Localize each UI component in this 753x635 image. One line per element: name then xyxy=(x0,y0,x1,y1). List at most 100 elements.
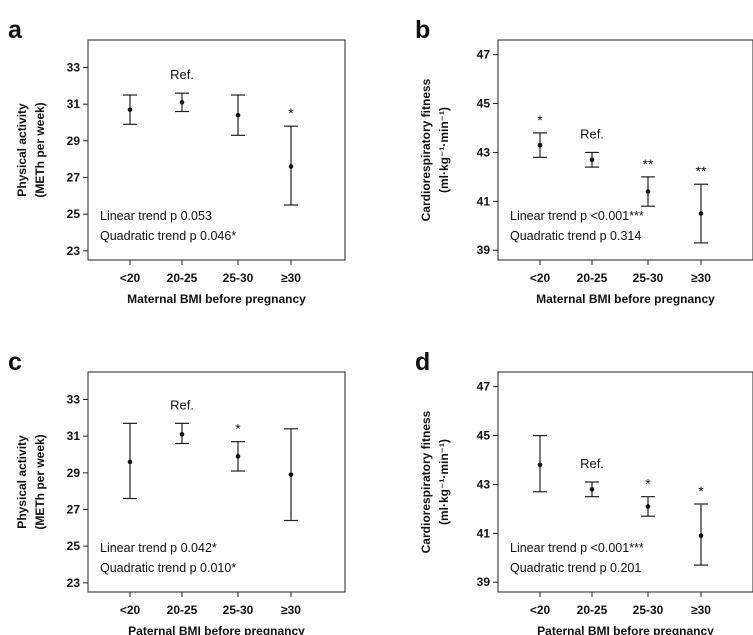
y-axis-title: (METh per week) xyxy=(33,102,47,197)
mean-point xyxy=(127,107,133,112)
error-bar-3 xyxy=(231,94,245,136)
significance-mark: * xyxy=(235,421,241,437)
panel-letter: a xyxy=(8,16,23,44)
mean-point xyxy=(235,112,241,118)
significance-mark: * xyxy=(288,105,294,121)
y-tick-label: 33 xyxy=(67,61,81,75)
panel-letter: c xyxy=(8,348,22,376)
linear-trend-note: Linear trend p <0.001*** xyxy=(510,541,644,555)
x-tick-label: 20-25 xyxy=(167,603,198,617)
error-bar-3 xyxy=(641,496,655,517)
x-tick-label: ≥30 xyxy=(281,271,301,285)
mean-point xyxy=(645,189,651,194)
significance-mark: * xyxy=(645,476,651,492)
panel-d: d 39 41 43 45 47 Cardiorespiratory fitness (ml·… xyxy=(415,348,753,635)
error-bar-1 xyxy=(123,422,137,500)
reference-label: Ref. xyxy=(580,126,604,141)
y-tick-label: 27 xyxy=(67,171,81,185)
error-bar-2 xyxy=(175,92,189,113)
mean-point xyxy=(288,472,294,477)
quadratic-trend-note: Quadratic trend p 0.010* xyxy=(100,561,236,575)
mean-point xyxy=(179,100,185,105)
mean-point xyxy=(179,432,185,437)
error-bar-4 xyxy=(284,125,298,206)
significance-mark: * xyxy=(698,483,704,499)
x-axis-title: Paternal BMI before pregnancy xyxy=(537,624,714,635)
x-tick-label: 20-25 xyxy=(577,271,608,285)
error-bar-3 xyxy=(641,176,655,207)
error-bar-2 xyxy=(585,151,599,168)
linear-trend-note: Linear trend p 0.042* xyxy=(100,541,217,555)
x-tick-label: <20 xyxy=(120,603,141,617)
error-bar-2 xyxy=(585,481,599,498)
error-bar-4 xyxy=(694,503,708,566)
y-tick-label: 31 xyxy=(67,429,81,443)
linear-trend-note: Linear trend p 0.053 xyxy=(100,209,212,223)
mean-point xyxy=(698,533,704,539)
y-tick-label: 29 xyxy=(67,466,81,480)
y-axis-title: (ml·kg⁻¹·min⁻¹) xyxy=(437,439,451,525)
panel-b: b 39 41 43 45 47 Cardiorespiratory fitness (ml·… xyxy=(415,16,753,306)
y-tick-label: 41 xyxy=(477,194,491,208)
y-axis-title: (ml·kg⁻¹·min⁻¹) xyxy=(437,107,451,193)
x-axis-title: Maternal BMI before pregnancy xyxy=(536,292,715,306)
y-axis-title: Cardiorespiratory fitness xyxy=(419,410,433,553)
x-tick-label: <20 xyxy=(530,603,551,617)
linear-trend-note: Linear trend p <0.001*** xyxy=(510,209,644,223)
significance-mark: ** xyxy=(696,163,707,179)
significance-mark: ** xyxy=(643,156,654,172)
mean-point xyxy=(589,157,595,163)
mean-point xyxy=(698,211,704,216)
x-tick-label: <20 xyxy=(530,271,551,285)
x-tick-label: ≥30 xyxy=(691,603,711,617)
y-tick-label: 29 xyxy=(67,134,81,148)
x-tick-label: 20-25 xyxy=(167,271,198,285)
y-tick-label: 47 xyxy=(477,48,491,62)
mean-point xyxy=(589,487,595,492)
plot-frame xyxy=(87,39,346,261)
significance-mark: * xyxy=(537,112,543,128)
y-tick-label: 23 xyxy=(67,576,81,590)
mean-point xyxy=(645,504,651,509)
quadratic-trend-note: Quadratic trend p 0.046* xyxy=(100,229,236,243)
plot-frame xyxy=(87,371,346,593)
mean-point xyxy=(537,142,543,148)
error-bar-4 xyxy=(694,183,708,244)
y-tick-label: 33 xyxy=(67,393,81,407)
panel-c: c 23 25 27 29 31 33 Physical activity (METh per … xyxy=(8,348,346,635)
panel-a: a 23 25 27 29 31 33 Physical activity (METh per … xyxy=(8,16,346,306)
y-tick-label: 43 xyxy=(477,145,491,159)
x-axis-title: Paternal BMI before pregnancy xyxy=(128,624,305,635)
panel-letter: b xyxy=(415,16,430,44)
y-tick-label: 23 xyxy=(67,244,81,258)
reference-label: Ref. xyxy=(580,456,604,471)
y-tick-label: 45 xyxy=(477,429,491,443)
y-tick-label: 27 xyxy=(67,503,81,517)
error-bar-1 xyxy=(533,132,547,158)
x-tick-label: 25-30 xyxy=(633,603,664,617)
mean-point xyxy=(127,459,133,465)
quadratic-trend-note: Quadratic trend p 0.314 xyxy=(510,229,641,243)
x-tick-label: 25-30 xyxy=(633,271,664,285)
quadratic-trend-note: Quadratic trend p 0.201 xyxy=(510,561,641,575)
y-axis-title: (METh per week) xyxy=(33,434,47,529)
plot-frame xyxy=(497,371,753,593)
y-tick-label: 39 xyxy=(477,243,491,257)
y-tick-label: 43 xyxy=(477,477,491,491)
y-tick-label: 47 xyxy=(477,380,491,394)
reference-label: Ref. xyxy=(170,397,194,412)
mean-point xyxy=(537,462,543,468)
error-bar-1 xyxy=(533,434,547,493)
y-tick-label: 39 xyxy=(477,575,491,589)
y-axis-title: Cardiorespiratory fitness xyxy=(419,78,433,221)
mean-point xyxy=(235,454,241,459)
error-bar-3 xyxy=(231,441,245,472)
y-axis-title: Physical activity xyxy=(15,103,29,197)
x-axis-title: Maternal BMI before pregnancy xyxy=(127,292,306,306)
x-tick-label: 25-30 xyxy=(223,271,254,285)
reference-label: Ref. xyxy=(170,67,194,82)
x-tick-label: ≥30 xyxy=(691,271,711,285)
y-tick-label: 31 xyxy=(67,97,81,111)
mean-point xyxy=(288,164,294,169)
y-axis-title: Physical activity xyxy=(15,435,29,529)
